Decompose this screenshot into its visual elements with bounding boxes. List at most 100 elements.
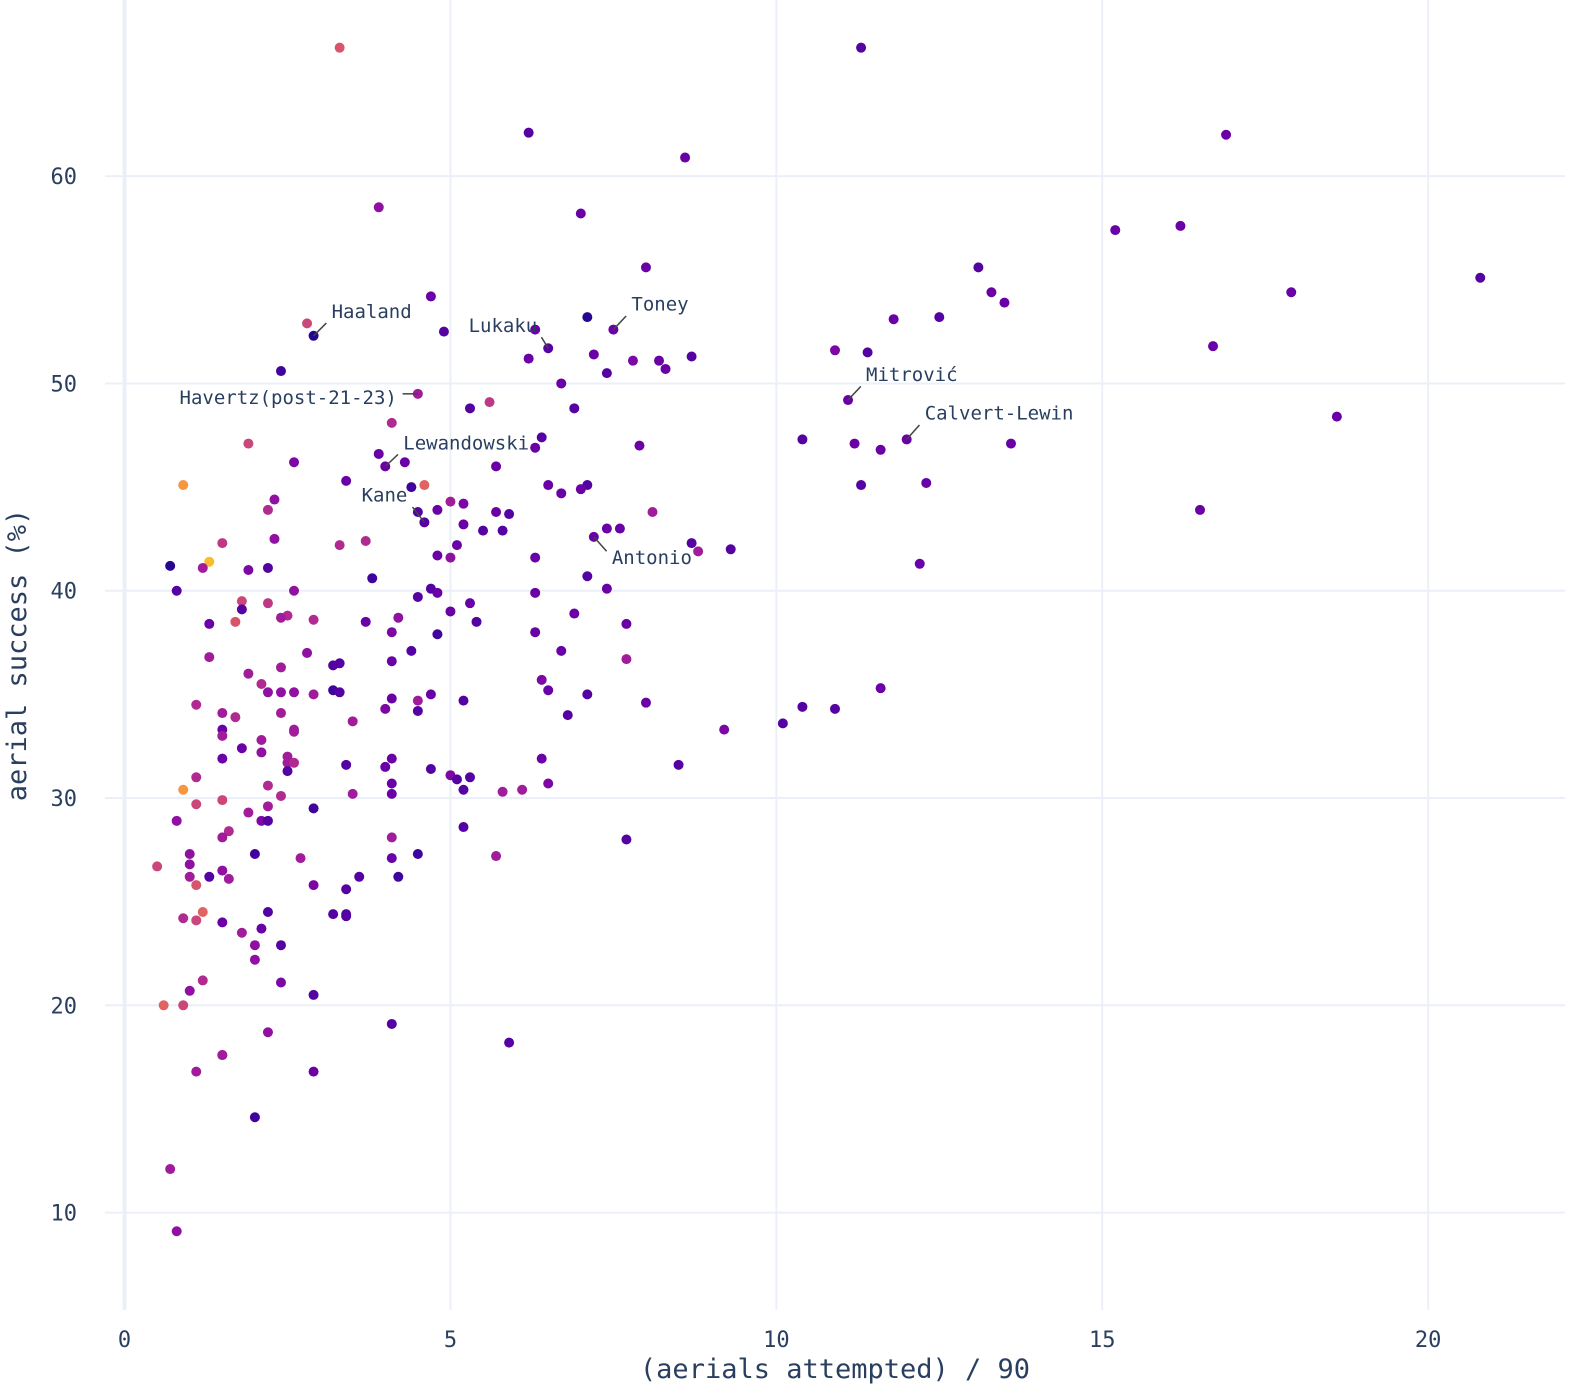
data-point [654, 355, 665, 366]
data-point [412, 506, 423, 517]
data-point [347, 788, 358, 799]
y-tick-label: 30 [51, 787, 78, 812]
data-point [386, 656, 397, 667]
data-point [986, 287, 997, 298]
data-point [184, 859, 195, 870]
data-point [341, 759, 352, 770]
data-point [308, 614, 319, 625]
data-point [275, 687, 286, 698]
data-point [517, 784, 528, 795]
data-point [491, 851, 502, 862]
data-point [438, 326, 449, 337]
data-point [425, 764, 436, 775]
data-point [536, 753, 547, 764]
data-point [1286, 287, 1297, 298]
data-point [856, 42, 867, 53]
data-point [999, 297, 1010, 308]
data-point [445, 496, 456, 507]
data-point [399, 457, 410, 468]
data-point [465, 598, 475, 609]
data-point [197, 562, 208, 573]
data-point [556, 378, 567, 389]
data-point [380, 761, 391, 772]
data-point [256, 734, 267, 745]
data-point [191, 772, 202, 783]
data-point [432, 629, 443, 640]
data-point [269, 533, 280, 544]
data-point [393, 871, 404, 882]
data-point [191, 1066, 202, 1077]
data-point [380, 703, 391, 714]
annotation-label: Toney [631, 294, 688, 316]
data-point [256, 923, 267, 934]
data-point [178, 913, 189, 924]
x-tick-label: 15 [1089, 1328, 1116, 1353]
annotation-arrow [906, 424, 921, 440]
data-point [262, 815, 273, 826]
data-point [588, 349, 599, 360]
data-point [184, 848, 195, 859]
data-point [914, 558, 925, 569]
data-point [217, 1050, 228, 1061]
data-point [217, 795, 228, 806]
point-annotations: Haaland Lukaku Toney Mitrović Havertz(post-2… [180, 294, 1074, 569]
data-point [197, 975, 208, 986]
data-point [445, 552, 456, 563]
data-point [262, 801, 273, 812]
data-point [830, 703, 840, 714]
data-point [275, 708, 286, 719]
data-point [262, 687, 273, 698]
data-point [184, 871, 195, 882]
data-point [1475, 272, 1486, 283]
data-point [373, 202, 384, 213]
data-point [230, 616, 241, 627]
data-point [530, 587, 541, 598]
data-point [334, 687, 345, 698]
data-point [1005, 438, 1016, 449]
annotation-arrow [411, 506, 425, 523]
data-point [386, 753, 397, 764]
data-point [471, 616, 482, 627]
data-point [217, 730, 228, 741]
data-point [275, 366, 286, 377]
data-point [621, 834, 632, 845]
data-point [171, 815, 182, 826]
data-point [1331, 411, 1342, 422]
data-point [308, 803, 319, 814]
data-point [197, 907, 208, 918]
data-point [523, 127, 534, 138]
data-point [204, 871, 215, 882]
data-point [191, 880, 202, 891]
data-point [262, 504, 273, 515]
data-point [289, 757, 300, 768]
data-point [530, 324, 541, 335]
data-point [875, 683, 886, 694]
data-point [341, 911, 352, 922]
data-point [601, 583, 612, 594]
data-point [1221, 129, 1232, 140]
data-point [497, 786, 508, 797]
annotation-label: Calvert-Lewin [925, 402, 1074, 424]
data-point [412, 848, 423, 859]
data-point [217, 917, 228, 928]
x-tick-label: 10 [763, 1328, 790, 1353]
data-point [451, 774, 462, 785]
data-point [249, 940, 260, 951]
data-point [158, 1000, 169, 1011]
data-point [465, 772, 475, 783]
annotation-label: Lewandowski [403, 432, 529, 454]
data-point [178, 480, 189, 491]
data-point [621, 618, 632, 629]
annotation-label: Antonio [612, 547, 692, 569]
data-point [249, 954, 260, 965]
y-tick-label: 40 [51, 580, 78, 605]
data-point [191, 699, 202, 710]
data-point [601, 523, 612, 534]
data-point [386, 693, 397, 704]
annotation-label: Lukaku [469, 315, 538, 337]
data-point [562, 710, 573, 721]
data-point [458, 498, 469, 509]
data-point [243, 438, 254, 449]
x-tick-label: 0 [118, 1328, 131, 1353]
data-point [445, 606, 456, 617]
